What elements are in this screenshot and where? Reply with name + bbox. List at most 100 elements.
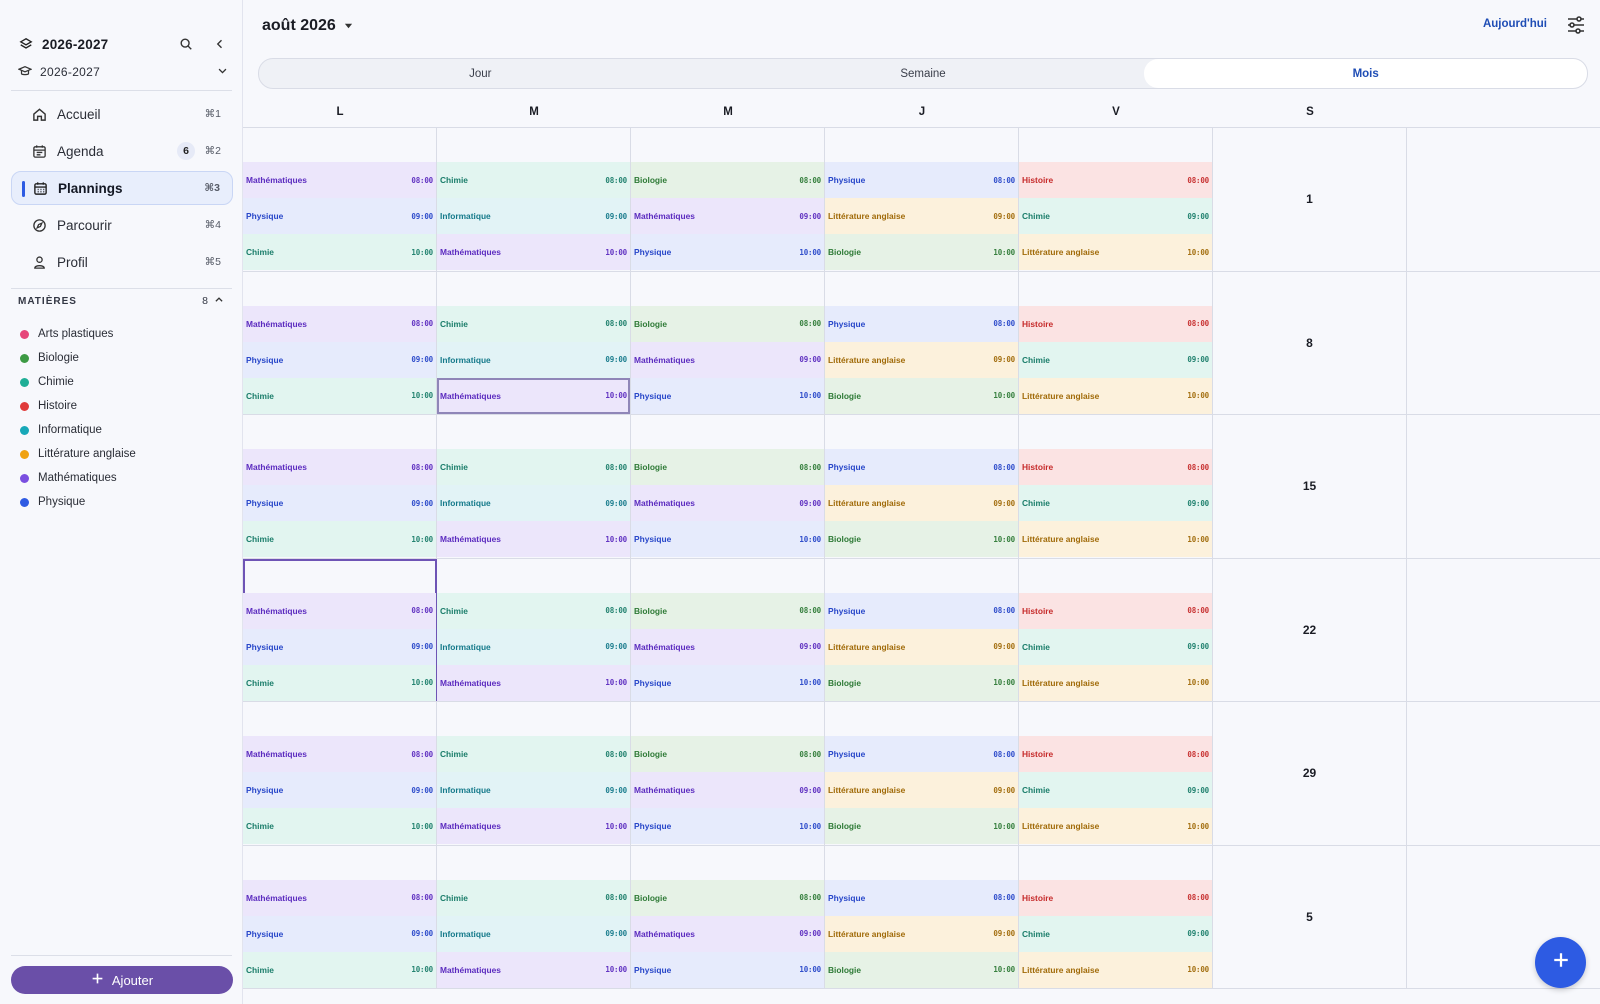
calendar-event[interactable]: Littérature anglaise 10:00 bbox=[1019, 951, 1212, 988]
calendar-event[interactable]: Chimie 10:00 bbox=[243, 808, 436, 844]
calendar-event[interactable]: Physique 08:00 bbox=[825, 305, 1018, 342]
day-cell[interactable]: Chimie 08:00 Informatique 09:00 Mathématique… bbox=[437, 415, 631, 558]
calendar-event[interactable]: Informatique 09:00 bbox=[437, 341, 630, 378]
calendar-event[interactable]: Littérature anglaise 09:00 bbox=[825, 772, 1018, 808]
day-cell[interactable]: Histoire 08:00 Chimie 09:00 Littérature angl… bbox=[1019, 271, 1213, 414]
calendar-event[interactable]: Mathématiques 10:00 bbox=[437, 664, 630, 701]
calendar-event[interactable]: Mathématiques 09:00 bbox=[631, 198, 824, 234]
calendar-event[interactable]: Physique 10:00 bbox=[631, 521, 824, 557]
day-cell[interactable]: Physique 08:00 Littérature anglaise 09:00 Bi… bbox=[825, 128, 1019, 271]
day-cell[interactable]: Chimie 08:00 Informatique 09:00 Mathématique… bbox=[437, 558, 631, 701]
calendar-event[interactable]: Littérature anglaise 10:00 bbox=[1019, 377, 1212, 414]
subject-item[interactable]: Littérature anglaise bbox=[20, 442, 136, 466]
calendar-event[interactable]: Biologie 08:00 bbox=[631, 736, 824, 772]
day-cell[interactable]: Mathématiques 08:00 Physique 09:00 Chimie 10:… bbox=[243, 415, 437, 558]
subjects-header[interactable]: MATIÈRES 8 bbox=[18, 294, 224, 308]
day-cell-saturday[interactable]: 8 bbox=[1213, 271, 1407, 414]
calendar-event[interactable]: Chimie 08:00 bbox=[437, 162, 630, 198]
calendar-event[interactable]: Biologie 08:00 bbox=[631, 449, 824, 485]
day-cell[interactable]: Biologie 08:00 Mathématiques 09:00 Physique 1… bbox=[631, 128, 825, 271]
day-cell[interactable]: Chimie 08:00 Informatique 09:00 Mathématique… bbox=[437, 271, 631, 414]
day-cell[interactable]: Mathématiques 08:00 Physique 09:00 Chimie 10:… bbox=[243, 702, 437, 845]
calendar-event[interactable]: Littérature anglaise 09:00 bbox=[825, 485, 1018, 521]
day-cell[interactable]: Histoire 08:00 Chimie 09:00 Littérature angl… bbox=[1019, 128, 1213, 271]
day-cell[interactable]: Biologie 08:00 Mathématiques 09:00 Physique 1… bbox=[631, 558, 825, 701]
day-cell[interactable]: Physique 08:00 Littérature anglaise 09:00 Bi… bbox=[825, 702, 1019, 845]
calendar-event[interactable]: Histoire 08:00 bbox=[1019, 736, 1212, 772]
calendar-event[interactable]: Physique 08:00 bbox=[825, 449, 1018, 485]
calendar-event[interactable]: Physique 10:00 bbox=[631, 808, 824, 844]
calendar-event[interactable]: Mathématiques 08:00 bbox=[243, 305, 436, 342]
calendar-event[interactable]: Mathématiques 10:00 bbox=[437, 234, 630, 270]
calendar-event[interactable]: Chimie 09:00 bbox=[1019, 341, 1212, 378]
calendar-event[interactable]: Chimie 09:00 bbox=[1019, 772, 1212, 808]
day-cell[interactable]: Histoire 08:00 Chimie 09:00 Littérature angl… bbox=[1019, 558, 1213, 701]
calendar-event[interactable]: Informatique 09:00 bbox=[437, 628, 630, 665]
calendar-event[interactable]: Chimie 09:00 bbox=[1019, 485, 1212, 521]
calendar-event[interactable]: Mathématiques 08:00 bbox=[243, 736, 436, 772]
sidebar-item-parcourir[interactable]: Parcourir ⌘4 bbox=[11, 208, 233, 242]
day-cell-sunday[interactable] bbox=[1407, 559, 1600, 702]
day-cell-saturday[interactable]: 5 bbox=[1213, 845, 1407, 988]
add-button[interactable]: Ajouter bbox=[11, 966, 233, 994]
calendar-event[interactable]: Mathématiques 08:00 bbox=[243, 449, 436, 485]
calendar-event[interactable]: Mathématiques 10:00 bbox=[437, 951, 630, 988]
calendar-event[interactable]: Littérature anglaise 10:00 bbox=[1019, 808, 1212, 844]
day-cell-sunday[interactable] bbox=[1407, 128, 1600, 271]
sidebar-item-agenda[interactable]: Agenda 6 ⌘2 bbox=[11, 134, 233, 168]
day-cell[interactable]: Chimie 08:00 Informatique 09:00 Mathématique… bbox=[437, 128, 631, 271]
subject-item[interactable]: Chimie bbox=[20, 370, 136, 394]
calendar-event[interactable]: Mathématiques 10:00 bbox=[437, 521, 630, 557]
calendar-event[interactable]: Physique 08:00 bbox=[825, 736, 1018, 772]
calendar-event[interactable]: Biologie 10:00 bbox=[825, 951, 1018, 988]
day-cell[interactable]: Biologie 08:00 Mathématiques 09:00 Physique 1… bbox=[631, 845, 825, 988]
calendar-event[interactable]: Mathématiques 09:00 bbox=[631, 915, 824, 952]
sidebar-item-accueil[interactable]: Accueil ⌘1 bbox=[11, 97, 233, 131]
calendar-event[interactable]: Chimie 08:00 bbox=[437, 449, 630, 485]
calendar-event[interactable]: Histoire 08:00 bbox=[1019, 305, 1212, 342]
calendar-event[interactable]: Biologie 08:00 bbox=[631, 592, 824, 629]
calendar-event[interactable]: Biologie 10:00 bbox=[825, 808, 1018, 844]
day-cell-saturday[interactable]: 1 bbox=[1213, 128, 1407, 271]
calendar-event[interactable]: Physique 10:00 bbox=[631, 664, 824, 701]
today-button[interactable]: Aujourd'hui bbox=[1482, 18, 1547, 30]
calendar-event[interactable]: Physique 08:00 bbox=[825, 879, 1018, 916]
calendar-event[interactable]: Mathématiques 09:00 bbox=[631, 772, 824, 808]
calendar-event[interactable]: Mathématiques 09:00 bbox=[631, 341, 824, 378]
calendar-event[interactable]: Littérature anglaise 09:00 bbox=[825, 198, 1018, 234]
day-cell-saturday[interactable]: 22 bbox=[1213, 558, 1407, 701]
day-cell[interactable]: Biologie 08:00 Mathématiques 09:00 Physique 1… bbox=[631, 702, 825, 845]
calendar-event[interactable]: Mathématiques 08:00 bbox=[243, 162, 436, 198]
subject-item[interactable]: Informatique bbox=[20, 418, 136, 442]
calendar-event[interactable]: Chimie 08:00 bbox=[437, 592, 630, 629]
calendar-event[interactable]: Histoire 08:00 bbox=[1019, 162, 1212, 198]
day-cell-sunday[interactable] bbox=[1407, 272, 1600, 415]
calendar-event[interactable]: Physique 10:00 bbox=[631, 234, 824, 270]
calendar-event[interactable]: Chimie 10:00 bbox=[243, 234, 436, 270]
day-cell[interactable]: Mathématiques 08:00 Physique 09:00 Chimie 10:… bbox=[243, 845, 437, 988]
calendar-event[interactable]: Physique 09:00 bbox=[243, 772, 436, 808]
calendar-event[interactable]: Chimie 08:00 bbox=[437, 736, 630, 772]
day-cell[interactable]: Biologie 08:00 Mathématiques 09:00 Physique 1… bbox=[631, 415, 825, 558]
calendar-event[interactable]: Chimie 09:00 bbox=[1019, 198, 1212, 234]
calendar-event[interactable]: Biologie 10:00 bbox=[825, 521, 1018, 557]
tab-mois[interactable]: Mois bbox=[1144, 59, 1587, 88]
day-cell[interactable]: Mathématiques 08:00 Physique 09:00 Chimie 10:… bbox=[243, 558, 437, 701]
calendar-event[interactable]: Informatique 09:00 bbox=[437, 198, 630, 234]
calendar-event[interactable]: Mathématiques 09:00 bbox=[631, 485, 824, 521]
calendar-event[interactable]: Chimie 09:00 bbox=[1019, 628, 1212, 665]
calendar-event[interactable]: Informatique 09:00 bbox=[437, 485, 630, 521]
calendar-event[interactable]: Physique 08:00 bbox=[825, 592, 1018, 629]
calendar-event[interactable]: Littérature anglaise 09:00 bbox=[825, 341, 1018, 378]
calendar-event[interactable]: Histoire 08:00 bbox=[1019, 879, 1212, 916]
day-cell-sunday[interactable] bbox=[1407, 415, 1600, 558]
calendar-event[interactable]: Biologie 08:00 bbox=[631, 879, 824, 916]
calendar-event[interactable]: Informatique 09:00 bbox=[437, 915, 630, 952]
day-cell[interactable]: Chimie 08:00 Informatique 09:00 Mathématique… bbox=[437, 702, 631, 845]
calendar-event[interactable]: Physique 09:00 bbox=[243, 341, 436, 378]
calendar-event[interactable]: Littérature anglaise 10:00 bbox=[1019, 664, 1212, 701]
subject-item[interactable]: Mathématiques bbox=[20, 466, 136, 490]
calendar-event[interactable]: Chimie 10:00 bbox=[243, 377, 436, 414]
day-cell[interactable]: Chimie 08:00 Informatique 09:00 Mathématique… bbox=[437, 845, 631, 988]
calendar-event[interactable]: Chimie 09:00 bbox=[1019, 915, 1212, 952]
